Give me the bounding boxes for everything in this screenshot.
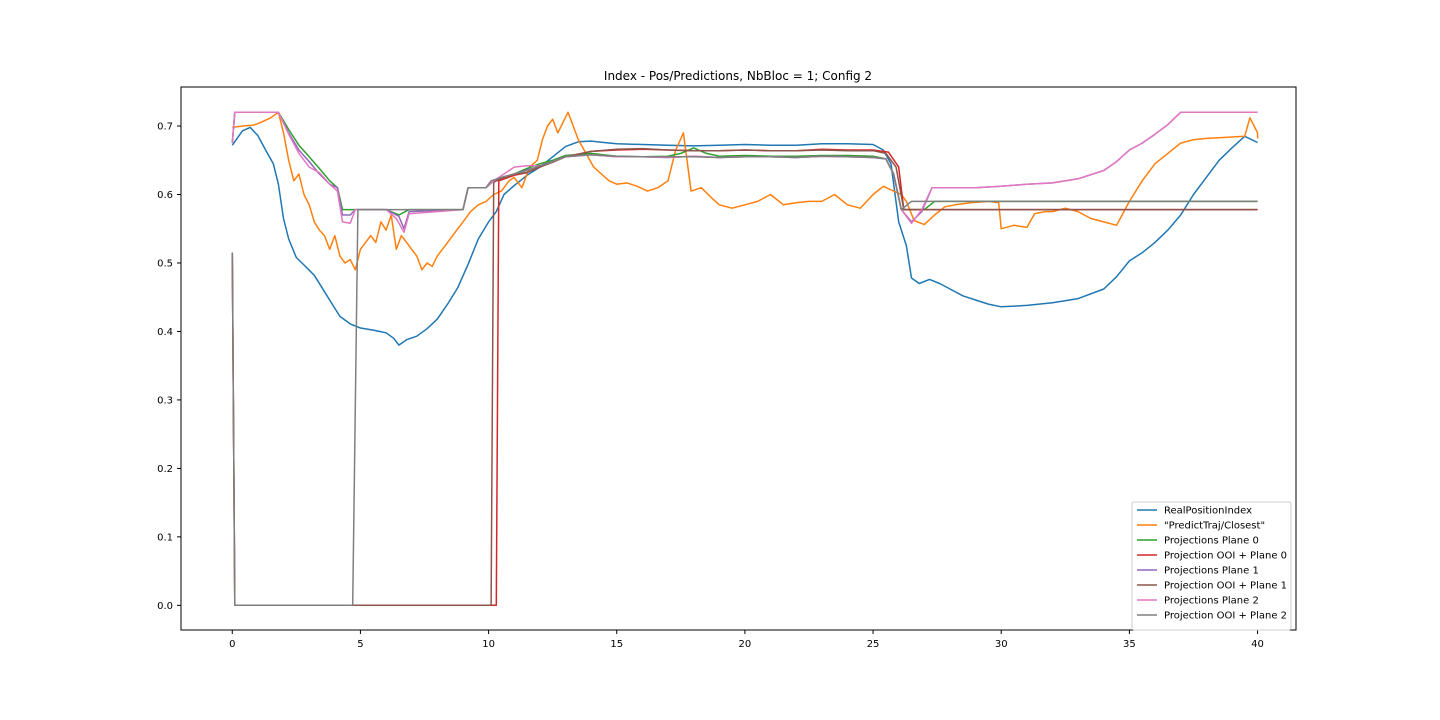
y-axis: 0.0 0.1 0.2 0.3 0.4 0.5 0.6 0.7 (157, 122, 181, 612)
x-tick-label: 25 (867, 639, 880, 650)
legend-label: Projection OOI + Plane 0 (1164, 551, 1287, 562)
legend-label: RealPositionIndex (1164, 506, 1252, 517)
x-tick-label: 20 (739, 639, 752, 650)
x-tick-label: 15 (610, 639, 623, 650)
legend-label: Projection OOI + Plane 1 (1164, 581, 1287, 592)
y-tick-label: 0.1 (157, 532, 173, 543)
legend: RealPositionIndex "PredictTraj/Closest" Pr… (1131, 501, 1292, 631)
x-axis: 0 5 10 15 20 25 30 35 40 (229, 630, 1264, 650)
x-tick-label: 35 (1123, 639, 1136, 650)
series-line-8 (231, 154, 1258, 607)
y-tick-label: 0.6 (157, 190, 173, 201)
x-tick-label: 5 (357, 639, 363, 650)
legend-label: Projections Plane 0 (1164, 536, 1259, 547)
legend-label: "PredictTraj/Closest" (1164, 521, 1265, 532)
y-tick-label: 0.2 (157, 464, 173, 475)
series-line-3 (231, 111, 1258, 216)
series-line-4 (231, 148, 1258, 607)
x-tick-label: 40 (1251, 639, 1264, 650)
y-tick-label: 0.7 (157, 122, 173, 133)
series-line-2 (232, 111, 1259, 271)
y-tick-label: 0.4 (157, 327, 173, 338)
legend-label: Projections Plane 1 (1164, 566, 1259, 577)
series-line-7 (231, 111, 1258, 233)
x-tick-label: 0 (229, 639, 235, 650)
plot-area (231, 111, 1259, 607)
x-tick-label: 10 (482, 639, 495, 650)
series-line-1 (231, 126, 1258, 346)
x-tick-label: 30 (995, 639, 1008, 650)
legend-box (1131, 501, 1292, 631)
series-line-6 (231, 147, 1258, 607)
legend-label: Projections Plane 2 (1164, 596, 1259, 607)
y-tick-label: 0.3 (157, 395, 173, 406)
chart-title: Index - Pos/Predictions, NbBloc = 1; Con… (604, 69, 872, 83)
plot-frame (180, 86, 1297, 631)
y-tick-label: 0.0 (157, 601, 173, 612)
y-tick-label: 0.5 (157, 258, 173, 269)
legend-label: Projection OOI + Plane 2 (1164, 611, 1287, 622)
